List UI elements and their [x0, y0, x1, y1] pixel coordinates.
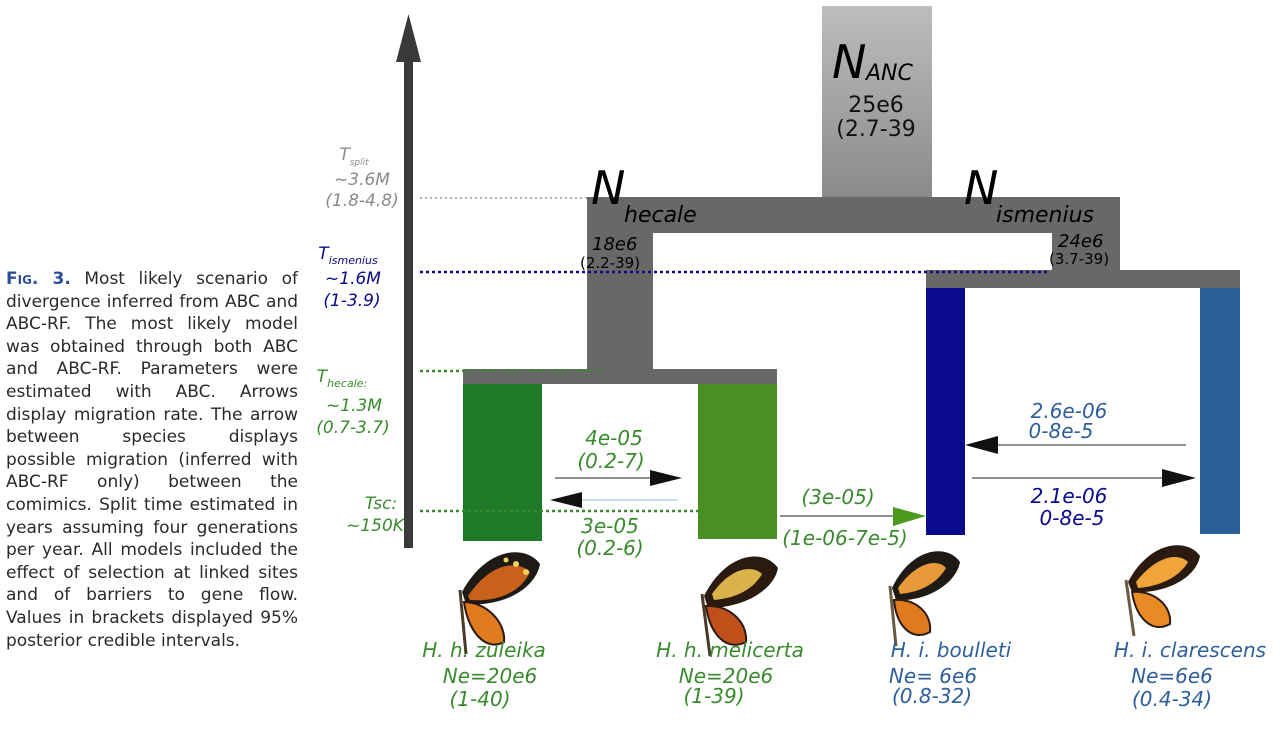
svg-text:Ne=6e6: Ne=6e6 — [1131, 664, 1213, 688]
t-split-label: Tsplit ~3.6M (1.8-4.8) — [325, 145, 398, 211]
svg-text:(0.8-32): (0.8-32) — [892, 684, 972, 708]
svg-text:3e-05: 3e-05 — [581, 514, 639, 538]
svg-text:Tsc:: Tsc: — [365, 494, 397, 514]
migration-label-melicerta-to-boulleti: (3e-05) (1e-06-7e-5) — [782, 485, 908, 550]
melicerta-branch — [698, 384, 777, 539]
svg-text:Thecale:: Thecale: — [317, 367, 367, 390]
svg-text:(1-39): (1-39) — [684, 684, 745, 708]
figure-caption: Fig. 3. Most likely scenario of divergen… — [6, 268, 298, 652]
svg-text:H. i. boulleti: H. i. boulleti — [891, 638, 1012, 662]
gray-split-tree — [463, 197, 1240, 384]
migration-label-boulleti-to-clarescens: 2.1e-06 0-8e-5 — [1031, 484, 1108, 530]
migration-label-clarescens-to-boulleti: 2.6e-06 0-8e-5 — [1029, 399, 1108, 443]
butterfly-clarescens-image — [1124, 545, 1200, 637]
migration-label-melicerta-to-zuleika: 3e-05 (0.2-6) — [576, 514, 643, 560]
svg-text:(1-3.9): (1-3.9) — [323, 291, 380, 311]
svg-text:(3e-05): (3e-05) — [801, 485, 874, 509]
time-axis-arrow — [396, 14, 421, 548]
clarescens-branch — [1200, 288, 1240, 534]
svg-text:ismenius: ismenius — [996, 203, 1094, 228]
svg-text:(0.2-6): (0.2-6) — [576, 536, 643, 560]
svg-text:hecale: hecale — [624, 203, 697, 228]
migration-arrow-boulleti-to-clarescens — [972, 469, 1196, 487]
svg-text:(0.2-7): (0.2-7) — [577, 449, 644, 473]
svg-text:H. i. clarescens: H. i. clarescens — [1114, 638, 1266, 662]
species-label-clarescens: H. i. clarescens Ne=6e6 (0.4-34) — [1114, 638, 1266, 711]
svg-text:25e6: 25e6 — [848, 93, 904, 118]
svg-text:Ne=20e6: Ne=20e6 — [679, 664, 774, 688]
svg-text:N: N — [832, 35, 866, 89]
svg-text:(2.2-39): (2.2-39) — [580, 254, 640, 272]
migration-arrow-melicerta-to-boulleti — [780, 507, 926, 526]
svg-text:2.6e-06: 2.6e-06 — [1031, 399, 1108, 423]
zuleika-branch — [463, 384, 542, 541]
svg-text:2.1e-06: 2.1e-06 — [1031, 484, 1108, 508]
ismenius-node-label: N ismenius 24e6 (3.7-39) — [964, 161, 1109, 268]
svg-text:(0.7-3.7): (0.7-3.7) — [316, 418, 389, 438]
svg-text:0-8e-5: 0-8e-5 — [1029, 419, 1094, 443]
svg-text:N: N — [964, 161, 998, 215]
species-label-boulleti: H. i. boulleti Ne= 6e6 (0.8-32) — [889, 638, 1012, 708]
svg-text:~1.3M: ~1.3M — [326, 396, 382, 416]
svg-text:H. h. zuleika: H. h. zuleika — [422, 638, 546, 662]
ancestral-population-block — [822, 6, 932, 198]
svg-text:Ne=20e6: Ne=20e6 — [443, 664, 538, 688]
svg-text:(1.8-4.8): (1.8-4.8) — [325, 191, 398, 211]
svg-text:0-8e-5: 0-8e-5 — [1040, 506, 1105, 530]
migration-arrow-melicerta-to-zuleika — [550, 492, 678, 508]
svg-text:~1.6M: ~1.6M — [325, 269, 381, 289]
boulleti-branch — [926, 288, 965, 535]
migration-label-zuleika-to-melicerta: 4e-05 (0.2-7) — [577, 426, 644, 473]
svg-text:Tsplit: Tsplit — [339, 145, 369, 168]
t-ismenius-label: Tismenius ~1.6M (1-3.9) — [318, 244, 381, 311]
svg-text:N: N — [591, 161, 625, 215]
butterfly-zuleika-image — [458, 552, 540, 655]
svg-text:Ne= 6e6: Ne= 6e6 — [889, 664, 977, 688]
svg-text:ANC: ANC — [864, 61, 914, 86]
figure-label: Fig. 3. — [6, 269, 71, 289]
migration-arrow-zuleika-to-melicerta — [555, 470, 682, 486]
svg-text:(0.4-34): (0.4-34) — [1132, 687, 1212, 711]
svg-text:~3.6M: ~3.6M — [334, 170, 390, 190]
svg-text:(1-40): (1-40) — [450, 687, 511, 711]
migration-arrow-clarescens-to-boulleti — [965, 436, 1186, 454]
svg-text:H. h. melicerta: H. h. melicerta — [656, 638, 804, 662]
svg-text:(1e-06-7e-5): (1e-06-7e-5) — [782, 526, 908, 550]
butterfly-melicerta-image — [700, 556, 778, 657]
species-label-zuleika: H. h. zuleika Ne=20e6 (1-40) — [422, 638, 546, 711]
svg-text:4e-05: 4e-05 — [585, 426, 643, 450]
caption-text: Most likely scenario of divergence infer… — [6, 269, 299, 651]
svg-text:18e6: 18e6 — [592, 234, 637, 255]
tsc-label: Tsc: ~150K — [346, 494, 406, 536]
svg-text:(3.7-39): (3.7-39) — [1049, 250, 1109, 268]
ancestral-node-label: N ANC 25e6 (2.7-39 — [832, 35, 916, 142]
svg-text:~150K: ~150K — [346, 516, 406, 536]
svg-text:Tismenius: Tismenius — [318, 244, 378, 267]
hecale-node-label: N hecale 18e6 (2.2-39) — [580, 161, 697, 272]
svg-text:24e6: 24e6 — [1058, 231, 1103, 252]
butterfly-boulleti-image — [888, 551, 960, 647]
t-hecale-label: Thecale: ~1.3M (0.7-3.7) — [316, 367, 389, 438]
species-label-melicerta: H. h. melicerta Ne=20e6 (1-39) — [656, 638, 804, 708]
svg-text:(2.7-39: (2.7-39 — [836, 117, 916, 142]
